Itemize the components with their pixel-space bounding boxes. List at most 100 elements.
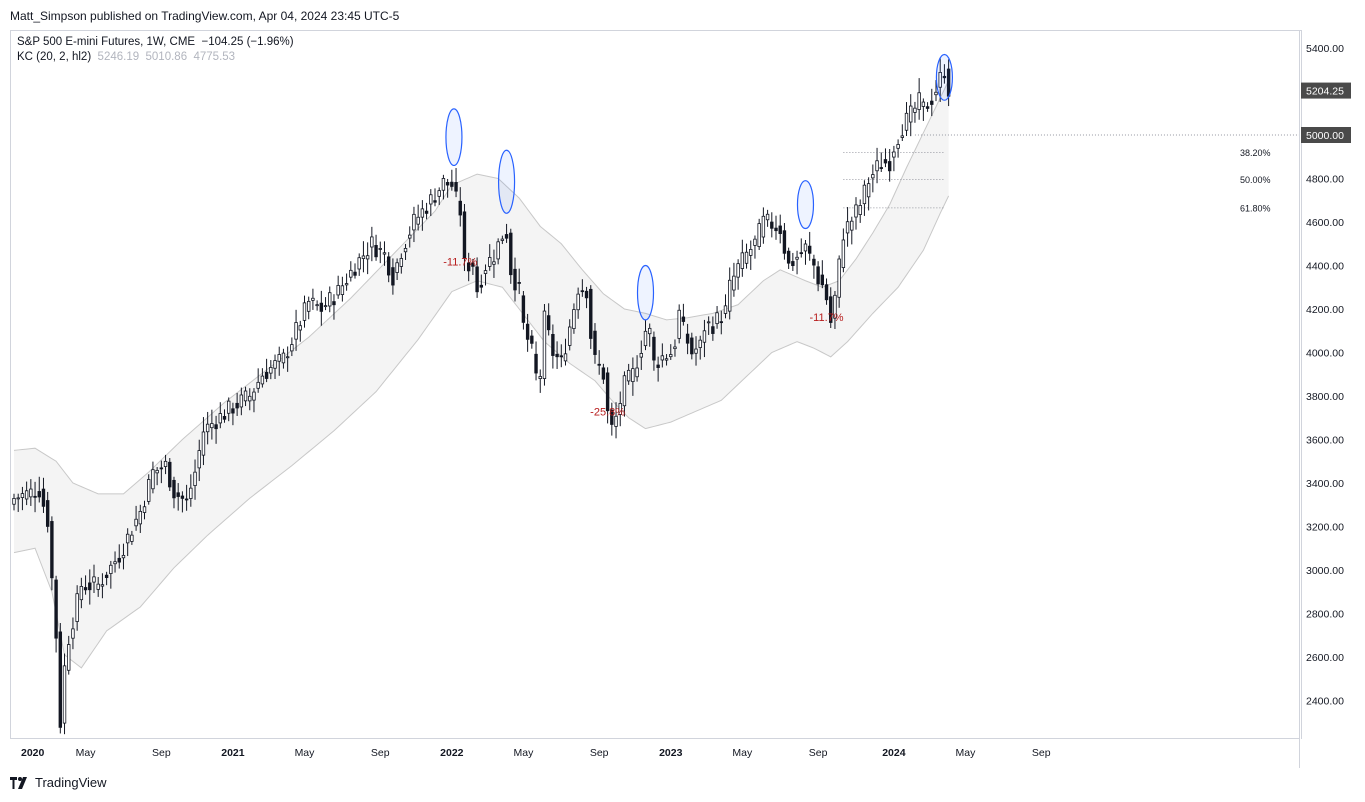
candle-body: [753, 238, 757, 246]
candle-body: [260, 375, 265, 385]
candle-body: [184, 498, 189, 501]
candle-body: [795, 256, 799, 260]
price-tick-label: 2800.00: [1306, 609, 1344, 621]
candle-body: [189, 487, 193, 499]
time-tick-label: May: [295, 747, 316, 759]
candle-body: [782, 230, 787, 254]
candle-body: [652, 336, 656, 361]
candle-body: [913, 107, 917, 113]
candle-body: [180, 495, 185, 499]
level-price-tag-bg: [1301, 127, 1351, 143]
time-tick-label: May: [76, 747, 97, 759]
candle-body: [723, 305, 728, 314]
current-price-tag: 5204.25: [1306, 86, 1344, 98]
candle-body: [227, 400, 231, 414]
candle-body: [584, 290, 589, 299]
candle-body: [643, 330, 648, 347]
price-tick-label: 2600.00: [1306, 652, 1344, 664]
brand-name: TradingView: [35, 775, 107, 790]
candle-body: [492, 261, 496, 265]
price-axis-line: [1299, 30, 1300, 768]
candle-body: [934, 91, 938, 96]
candle-body: [702, 330, 707, 343]
fib-level-label: 38.20%: [1240, 148, 1271, 158]
candle-body: [353, 271, 357, 276]
kc-upper-line: [13, 80, 950, 495]
candle-body: [803, 243, 808, 252]
candle-body: [58, 631, 63, 728]
candle-body: [509, 232, 513, 276]
candle-body: [542, 310, 547, 379]
highlight-ellipse: [445, 108, 463, 167]
candle-body: [887, 161, 892, 172]
candle-body: [319, 302, 324, 312]
candle-body: [71, 628, 75, 639]
price-tick-label: 3000.00: [1306, 565, 1344, 577]
price-tick-label: 3800.00: [1306, 391, 1344, 403]
candle-body: [33, 495, 37, 498]
candle-body: [572, 309, 576, 329]
candle-body: [879, 167, 883, 169]
indicator-name[interactable]: KC (20, 2, hl2): [17, 51, 92, 63]
candle-body: [374, 245, 378, 258]
candle-body: [736, 263, 740, 278]
candle-body: [458, 200, 462, 216]
symbol-name[interactable]: S&P 500 E-mini Futures, 1W, CME: [17, 36, 196, 48]
price-tick-label: 3600.00: [1306, 435, 1344, 447]
drawdown-annotation: -11.7%: [810, 312, 844, 324]
indicator-legend-row[interactable]: KC (20, 2, hl2) 5246.19 5010.86 4775.53: [17, 50, 294, 65]
candle-body: [728, 279, 732, 312]
candle-body: [925, 106, 930, 109]
candle-body: [88, 582, 92, 591]
candle-body: [235, 402, 239, 409]
chart-frame[interactable]: [10, 30, 1302, 739]
candle-body: [121, 554, 126, 559]
candle-body: [673, 346, 677, 350]
candle-body: [917, 92, 921, 110]
price-change: −104.25 (−1.96%): [201, 36, 294, 48]
candle-body: [871, 174, 875, 179]
candle-body: [580, 290, 585, 293]
candle-body: [656, 364, 660, 368]
candle-body: [54, 579, 58, 639]
candle-body: [151, 469, 155, 490]
candle-body: [155, 469, 159, 474]
candle-body: [757, 223, 761, 247]
tradingview-logo[interactable]: TradingView: [10, 775, 107, 790]
candle-body: [365, 255, 370, 260]
candle-body: [96, 583, 100, 590]
candle-body: [601, 367, 606, 380]
candle-body: [732, 275, 736, 291]
candle-body: [256, 381, 260, 389]
candle-body: [896, 144, 900, 149]
candle-body: [29, 488, 33, 498]
candle-body: [471, 262, 475, 267]
candle-body: [445, 182, 450, 186]
candle-body: [12, 498, 16, 505]
candle-body: [765, 213, 770, 221]
candle-body: [462, 211, 467, 259]
candle-body: [568, 326, 572, 346]
candle-body: [408, 234, 412, 239]
candle-body: [875, 160, 879, 172]
candle-body: [845, 221, 850, 234]
candle-body: [62, 665, 67, 724]
candle-body: [197, 450, 201, 469]
candle-body: [349, 269, 353, 278]
candle-body: [315, 304, 319, 307]
candle-body: [833, 294, 837, 319]
symbol-legend-row[interactable]: S&P 500 E-mini Futures, 1W, CME −104.25 …: [17, 35, 294, 50]
publisher-line: Matt_Simpson published on TradingView.co…: [10, 9, 400, 23]
candle-body: [412, 213, 416, 231]
candle-body: [264, 371, 269, 379]
drawdown-annotation: -11.7%: [443, 257, 477, 269]
candle-body: [328, 292, 332, 307]
candle-body: [749, 249, 753, 256]
candle-body: [277, 354, 281, 362]
candle-body: [248, 395, 252, 402]
drawdown-annotation: -25.8%: [590, 407, 625, 419]
candle-body: [854, 204, 858, 218]
candle-body: [239, 394, 244, 408]
candle-body: [75, 593, 79, 622]
